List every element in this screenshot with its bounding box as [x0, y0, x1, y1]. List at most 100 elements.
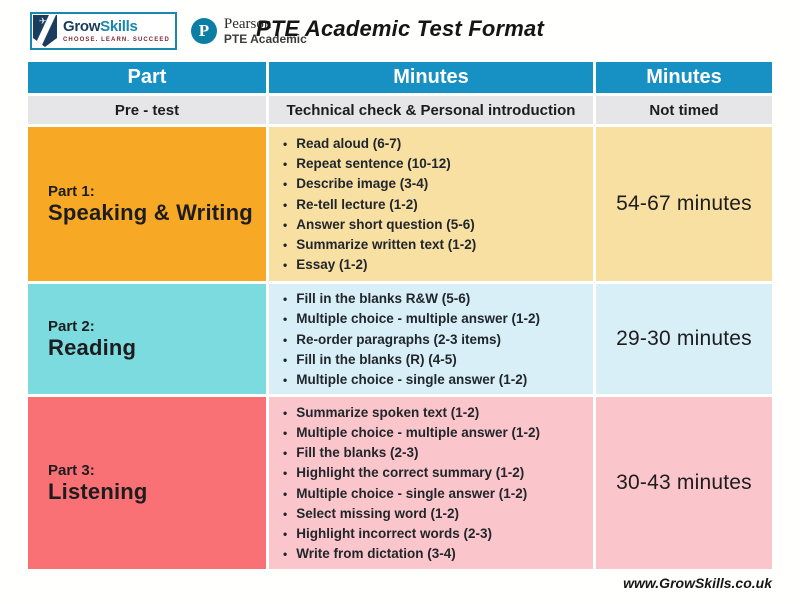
task-item: • Re-order paragraphs (2-3 items)	[283, 329, 587, 349]
part3-name: Listening	[48, 478, 148, 504]
task-text: Fill in the blanks R&W (5-6)	[296, 291, 471, 307]
bullet-dot-icon: •	[283, 372, 288, 387]
bullet-dot-icon: •	[283, 258, 288, 273]
task-item: • Multiple choice - multiple answer (1-2)	[283, 422, 587, 442]
bullet-dot-icon: •	[283, 547, 288, 562]
part1-name: Speaking & Writing	[48, 199, 253, 225]
task-text: Fill in the blanks (R) (4-5)	[296, 351, 457, 367]
growskills-logo: ✈ GrowSkills CHOOSE. LEARN. SUCCEED	[30, 12, 177, 50]
bullet-dot-icon: •	[283, 136, 288, 151]
part1-tasks-cell: • Read aloud (6-7) • Repeat sentence (10-12…	[269, 127, 593, 281]
task-item: • Summarize written text (1-2)	[283, 234, 587, 254]
bullet-dot-icon: •	[283, 506, 288, 521]
task-item: • Fill in the blanks (R) (4-5)	[283, 349, 587, 369]
page-title: PTE Academic Test Format	[255, 16, 545, 41]
column-header-part: Part	[28, 62, 266, 93]
column-header-minutes: Minutes	[596, 62, 772, 93]
part1-minutes-cell: 54-67 minutes	[596, 127, 772, 281]
task-text: Read aloud (6-7)	[296, 135, 402, 151]
bullet-dot-icon: •	[283, 466, 288, 481]
task-text: Select missing word (1-2)	[296, 505, 459, 521]
part3-task-list: • Summarize spoken text (1-2) • Multiple ch…	[283, 402, 587, 564]
pretest-minutes-cell: Not timed	[596, 96, 772, 124]
pretest-tasks-cell: Technical check & Personal introduction	[269, 96, 593, 124]
column-header-tasks: Minutes	[269, 62, 593, 93]
bullet-dot-icon: •	[283, 157, 288, 172]
task-item: • Read aloud (6-7)	[283, 133, 587, 153]
pearson-name: Pearson	[223, 16, 272, 32]
growskills-name-skills: Skills	[100, 18, 138, 35]
part2-task-list: • Fill in the blanks R&W (5-6) • Multiple c…	[283, 289, 587, 390]
growskills-name: GrowSkills	[63, 19, 170, 35]
task-item: • Multiple choice - single answer (1-2)	[283, 369, 587, 389]
task-text: Multiple choice - multiple answer (1-2)	[296, 425, 540, 441]
bullet-dot-icon: •	[283, 352, 288, 367]
task-item: • Highlight incorrect words (2-3)	[283, 523, 587, 543]
task-text: Re-order paragraphs (2-3 items)	[296, 331, 502, 347]
task-item: • Summarize spoken text (1-2)	[283, 402, 587, 422]
growskills-wordmark: GrowSkills CHOOSE. LEARN. SUCCEED	[58, 14, 175, 48]
bullet-dot-icon: •	[283, 446, 288, 461]
part3-label: Part 3:	[48, 461, 95, 479]
pearson-subtitle: PTE Academic	[223, 32, 307, 46]
task-text: Repeat sentence (10-12)	[296, 156, 451, 172]
bullet-dot-icon: •	[283, 217, 288, 232]
bullet-dot-icon: •	[283, 526, 288, 541]
task-item: • Describe image (3-4)	[283, 174, 587, 194]
bullet-dot-icon: •	[283, 405, 288, 420]
bullet-dot-icon: •	[283, 292, 288, 307]
task-text: Highlight the correct summary (1-2)	[296, 465, 525, 481]
part1-task-list: • Read aloud (6-7) • Repeat sentence (10-12…	[283, 133, 587, 274]
bullet-dot-icon: •	[283, 237, 288, 252]
task-item: • Re-tell lecture (1-2)	[283, 194, 587, 214]
task-item: • Select missing word (1-2)	[283, 503, 587, 523]
plane-icon: ✈	[39, 16, 47, 26]
part3-header-cell: Part 3: Listening	[28, 397, 266, 569]
task-text: Multiple choice - multiple answer (1-2)	[296, 311, 540, 327]
task-text: Multiple choice - single answer (1-2)	[296, 485, 528, 501]
pearson-monogram-icon: P	[190, 18, 217, 44]
part2-header-cell: Part 2: Reading	[28, 284, 266, 394]
task-text: Multiple choice - single answer (1-2)	[296, 371, 528, 387]
part1-header-cell: Part 1: Speaking & Writing	[28, 127, 266, 281]
bullet-dot-icon: •	[283, 332, 288, 347]
task-text: Describe image (3-4)	[296, 176, 429, 192]
task-item: • Fill in the blanks R&W (5-6)	[283, 289, 587, 309]
part2-minutes-cell: 29-30 minutes	[596, 284, 772, 394]
part3-tasks-cell: • Summarize spoken text (1-2) • Multiple ch…	[269, 397, 593, 569]
bullet-dot-icon: •	[283, 486, 288, 501]
task-item: • Multiple choice - single answer (1-2)	[283, 483, 587, 503]
task-text: Summarize spoken text (1-2)	[296, 404, 480, 420]
website-url: www.GrowSkills.co.uk	[623, 575, 772, 591]
top-bar: ✈ GrowSkills CHOOSE. LEARN. SUCCEED P Pe…	[30, 12, 307, 50]
task-item: • Essay (1-2)	[283, 254, 587, 274]
pearson-wordmark: Pearson PTE Academic	[224, 16, 307, 46]
part2-label: Part 2:	[48, 317, 95, 335]
task-text: Write from dictation (3-4)	[296, 546, 456, 562]
growskills-tagline: CHOOSE. LEARN. SUCCEED	[63, 37, 170, 43]
test-format-table: Part Minutes Minutes Pre - test Technica…	[28, 62, 772, 569]
task-text: Re-tell lecture (1-2)	[296, 196, 418, 212]
task-item: • Fill the blanks (2-3)	[283, 443, 587, 463]
task-item: • Highlight the correct summary (1-2)	[283, 463, 587, 483]
part2-tasks-cell: • Fill in the blanks R&W (5-6) • Multiple c…	[269, 284, 593, 394]
task-item: • Repeat sentence (10-12)	[283, 154, 587, 174]
bullet-dot-icon: •	[283, 197, 288, 212]
task-text: Summarize written text (1-2)	[296, 236, 477, 252]
part2-name: Reading	[48, 334, 137, 360]
task-text: Answer short question (5-6)	[296, 216, 475, 232]
task-text: Essay (1-2)	[296, 257, 368, 273]
part1-label: Part 1:	[48, 182, 95, 200]
pearson-logo: P Pearson PTE Academic	[190, 16, 307, 46]
task-text: Highlight incorrect words (2-3)	[296, 525, 492, 541]
bullet-dot-icon: •	[283, 426, 288, 441]
bullet-dot-icon: •	[283, 312, 288, 327]
task-item: • Multiple choice - multiple answer (1-2)	[283, 309, 587, 329]
task-item: • Answer short question (5-6)	[283, 214, 587, 234]
pretest-part-cell: Pre - test	[28, 96, 266, 124]
task-item: • Write from dictation (3-4)	[283, 544, 587, 564]
task-text: Fill the blanks (2-3)	[296, 445, 419, 461]
bullet-dot-icon: •	[283, 177, 288, 192]
growskills-name-grow: Grow	[63, 18, 101, 35]
part3-minutes-cell: 30-43 minutes	[596, 397, 772, 569]
